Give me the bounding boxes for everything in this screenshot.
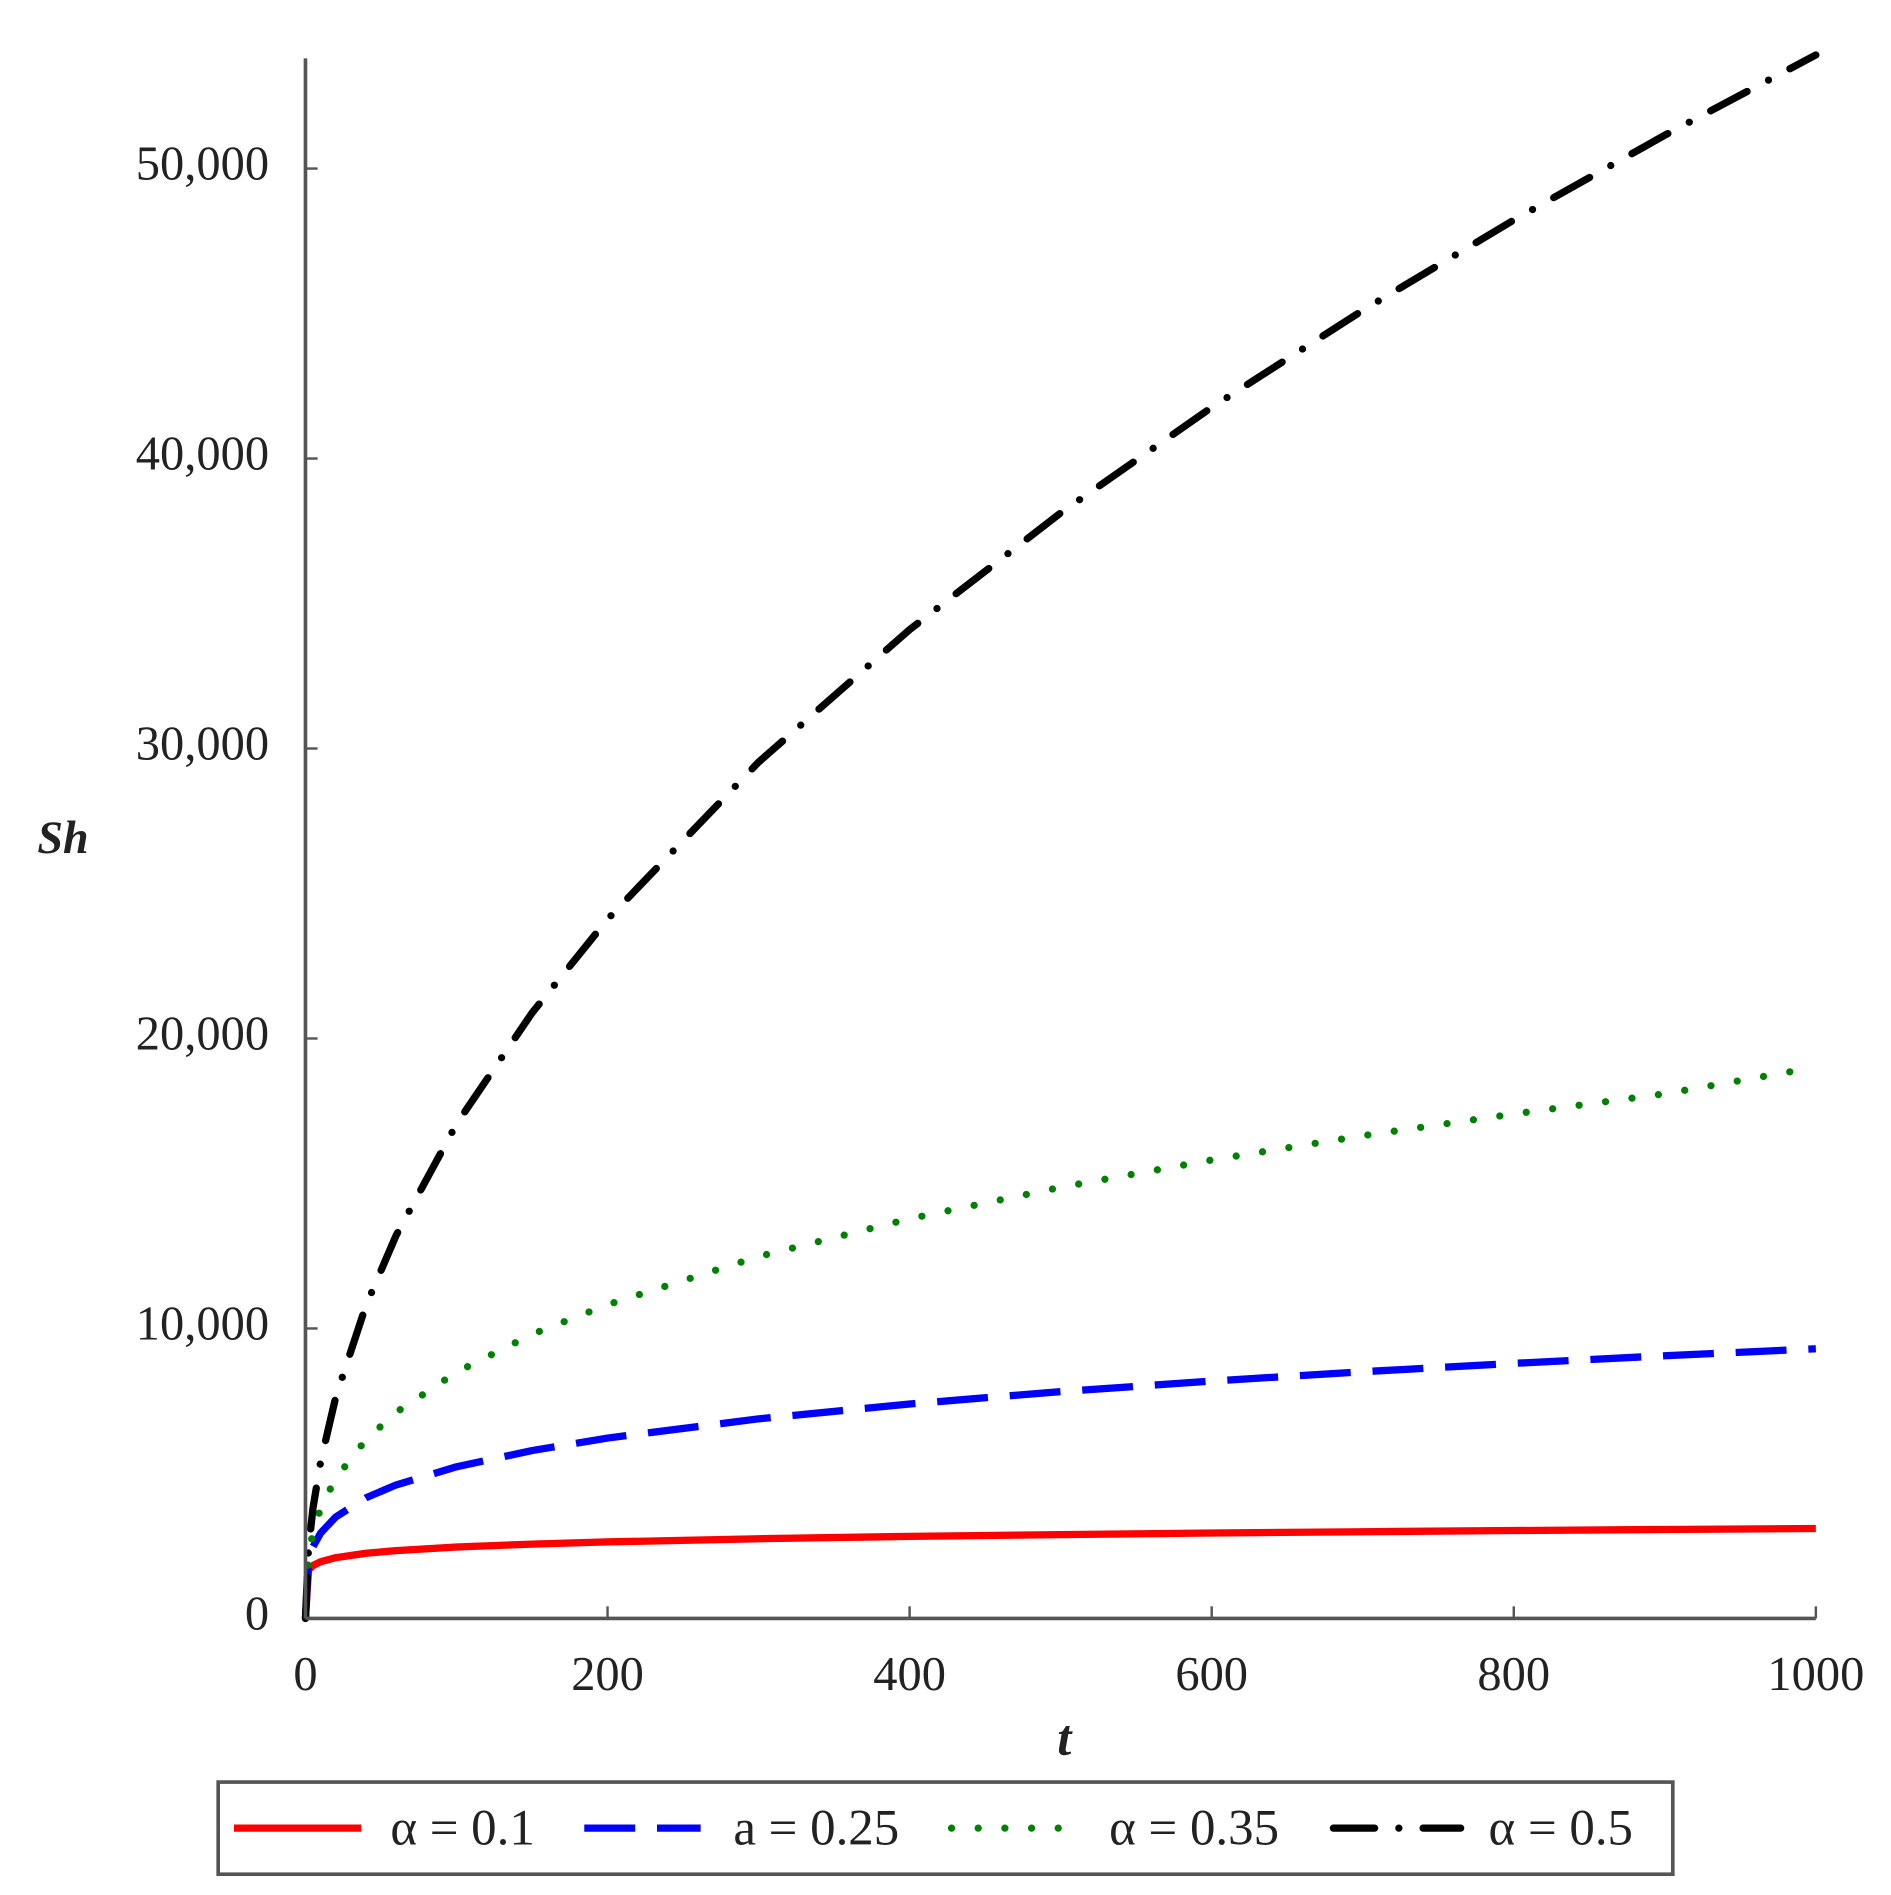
- y-tick-label: 0: [245, 1588, 269, 1641]
- series-line: [301, 1345, 1817, 1619]
- series-line: [301, 1063, 1820, 1623]
- series-line: [301, 51, 1820, 1623]
- x-tick-label: 200: [571, 1648, 644, 1701]
- x-tick-label: 400: [873, 1648, 946, 1701]
- legend-box: [216, 1780, 1675, 1877]
- x-tick-label: 800: [1477, 1648, 1550, 1701]
- series-line: [301, 1524, 1816, 1619]
- y-tick-label: 40,000: [136, 428, 269, 481]
- y-tick-label: 50,000: [136, 138, 269, 191]
- legend-label: α = 0.35: [1109, 1801, 1279, 1857]
- y-tick-label: 30,000: [136, 718, 269, 771]
- x-tick-label: 600: [1175, 1648, 1248, 1701]
- legend-label: α = 0.5: [1489, 1801, 1633, 1857]
- x-axis-label: t: [1057, 1711, 1073, 1767]
- legend-label: α = 0.1: [390, 1801, 534, 1857]
- x-tick-label: 0: [293, 1648, 317, 1701]
- y-tick-label: 20,000: [136, 1008, 269, 1061]
- x-tick-label: 1000: [1767, 1648, 1864, 1701]
- legend-label: a = 0.25: [733, 1801, 899, 1857]
- y-tick-label: 10,000: [136, 1298, 269, 1351]
- y-axis-label: Sh: [37, 812, 88, 863]
